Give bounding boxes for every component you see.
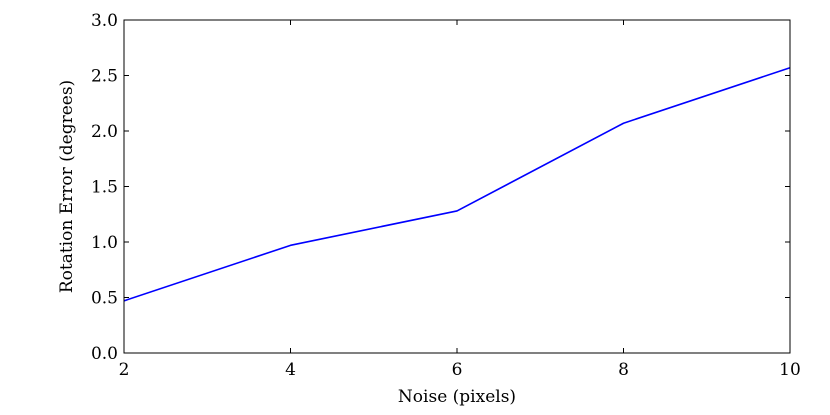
y-tick-label: 0.0 xyxy=(91,344,118,364)
plot-area xyxy=(123,66,791,302)
x-tick-label: 10 xyxy=(779,360,801,380)
x-tick-label: 8 xyxy=(618,360,629,380)
y-tick-label: 2.0 xyxy=(91,122,118,142)
y-axis-label: Rotation Error (degrees) xyxy=(57,80,77,293)
x-tick-label: 6 xyxy=(452,360,463,380)
y-tick-label: 1.5 xyxy=(91,178,118,198)
x-tick-label: 2 xyxy=(119,360,130,380)
y-tick-label: 0.5 xyxy=(91,289,118,309)
axes-frame xyxy=(123,19,791,354)
y-tick-label: 3.0 xyxy=(91,11,118,31)
axis-ticks: 2 4 6 8 10 0.0 0.5 1.0 1.5 2.0 2.5 3.0 xyxy=(91,11,801,380)
x-axis-label: Noise (pixels) xyxy=(398,387,516,407)
series-line xyxy=(123,66,791,302)
y-tick-label: 2.5 xyxy=(91,67,118,87)
y-tick-label: 1.0 xyxy=(91,233,118,253)
x-tick-label: 4 xyxy=(285,360,296,380)
